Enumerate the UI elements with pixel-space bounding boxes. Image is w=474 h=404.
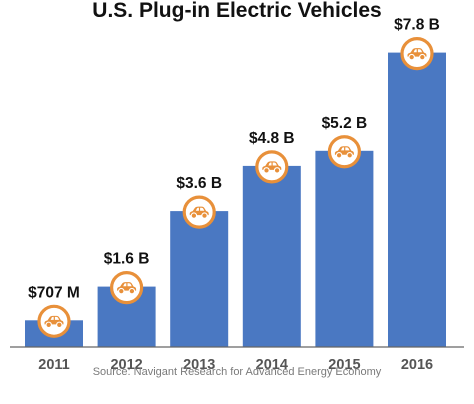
car-window (123, 283, 127, 287)
bar-badge (255, 150, 289, 184)
car-wheel (273, 167, 281, 174)
bars-layer: $707 M $1.6 B $3.6 B $4.8 B $5.2 B $7.8 B (25, 17, 446, 347)
car-wheel (346, 152, 353, 159)
car-window (195, 207, 199, 211)
car-window (268, 162, 272, 166)
data-label: $1.6 B (104, 251, 150, 268)
car-wheel (201, 212, 208, 219)
data-label: $3.6 B (176, 175, 222, 192)
bar-badge (109, 271, 144, 305)
car-wheel (408, 53, 415, 61)
car-window (50, 316, 54, 320)
x-tick-label: 2016 (401, 357, 433, 373)
car-wheel (128, 287, 136, 295)
car-wheel (419, 53, 426, 61)
source-note: Source: Navigant Research for Advanced E… (93, 366, 382, 378)
car-wheel (45, 321, 52, 329)
car-icon (407, 48, 427, 61)
bar-2015 (315, 150, 374, 347)
car-wheel (118, 287, 125, 295)
bar-2016 (388, 52, 446, 347)
data-label: $5.2 B (322, 115, 368, 132)
car-icon (117, 282, 137, 295)
bar-2013 (170, 211, 229, 347)
data-label: $707 M (28, 284, 80, 301)
car-icon (189, 206, 209, 219)
bar-badge (37, 304, 71, 338)
car-window (413, 49, 417, 53)
x-axis-ticks: 2011 2012 2013 2014 2015 2016 (38, 357, 433, 373)
x-tick-label: 2011 (38, 357, 69, 373)
car-window (345, 147, 350, 151)
x-tick-label: 2012 (110, 357, 142, 373)
car-window (200, 207, 205, 211)
car-wheel (190, 212, 198, 219)
x-tick-label: 2014 (256, 357, 288, 373)
bar-badge (182, 195, 216, 229)
x-tick-label: 2015 (328, 357, 360, 373)
car-wheel (263, 167, 270, 174)
car-window (341, 147, 345, 151)
bar-2014 (242, 165, 301, 347)
data-label: $7.8 B (394, 17, 440, 34)
car-wheel (335, 152, 343, 159)
car-icon (262, 161, 282, 174)
car-icon (44, 315, 64, 329)
bar-badge (400, 37, 434, 71)
bar-badge (327, 135, 361, 169)
car-icon (334, 146, 354, 159)
x-tick-label: 2013 (183, 357, 215, 373)
car-window (54, 316, 60, 320)
data-label: $4.8 B (249, 130, 295, 147)
chart-title: U.S. Plug-in Electric Vehicles (92, 0, 381, 22)
car-window (272, 162, 277, 166)
car-window (417, 49, 423, 53)
car-wheel (56, 321, 63, 329)
car-window (127, 283, 132, 287)
